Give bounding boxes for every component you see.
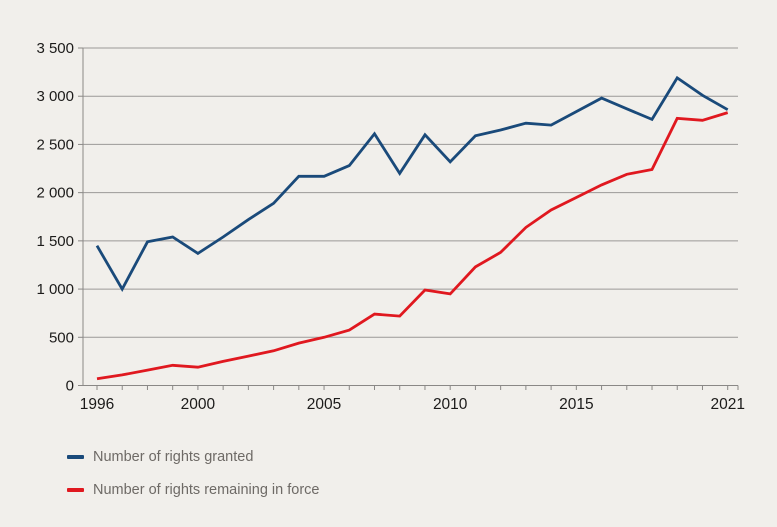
svg-text:2015: 2015 (559, 396, 593, 413)
legend-swatch-remaining-icon (67, 487, 84, 493)
svg-text:2000: 2000 (181, 396, 216, 413)
svg-text:3 000: 3 000 (36, 88, 74, 105)
legend: Number of rights granted Number of right… (67, 446, 319, 512)
svg-text:2 000: 2 000 (36, 185, 74, 202)
svg-text:2010: 2010 (433, 396, 468, 413)
legend-label-remaining: Number of rights remaining in force (93, 482, 320, 498)
svg-text:2 500: 2 500 (36, 136, 74, 153)
svg-text:2005: 2005 (307, 396, 341, 413)
legend-item-rights-remaining: Number of rights remaining in force (67, 479, 319, 501)
svg-text:0: 0 (66, 378, 74, 395)
legend-swatch-granted-icon (67, 454, 84, 460)
svg-text:1 000: 1 000 (36, 281, 74, 298)
line-chart: 0 500 1 000 1 500 2 000 2 500 3 000 3 500 1996 20… (36, 40, 744, 413)
legend-item-rights-granted: Number of rights granted (67, 446, 319, 468)
svg-text:3 500: 3 500 (36, 40, 74, 57)
svg-text:1 500: 1 500 (36, 233, 74, 250)
svg-text:2021: 2021 (710, 396, 744, 413)
svg-text:500: 500 (49, 329, 74, 346)
legend-label-granted: Number of rights granted (93, 449, 254, 465)
svg-text:1996: 1996 (80, 396, 114, 413)
